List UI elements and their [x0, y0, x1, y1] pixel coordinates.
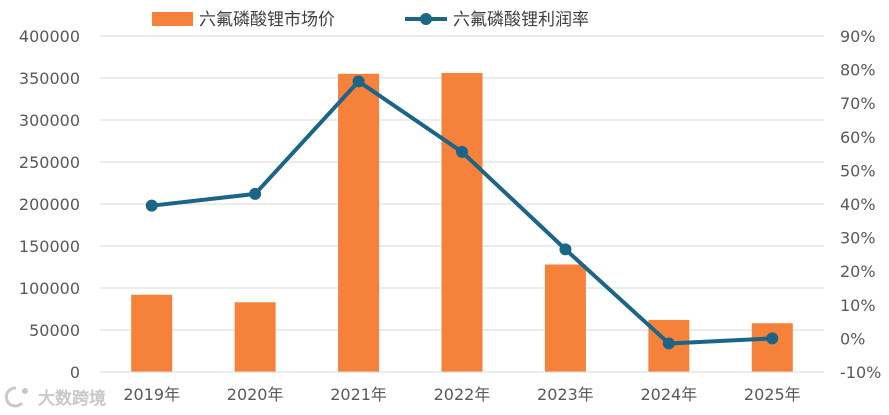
- y-right-tick-label: 30%: [840, 229, 876, 248]
- legend-swatch-bar: [152, 12, 193, 26]
- watermark-text: 大数跨境: [38, 388, 106, 409]
- x-tick-label: 2025年: [744, 385, 801, 404]
- legend: 六氟磷酸锂市场价 六氟磷酸锂利润率: [152, 10, 589, 30]
- line-point-2023年: [559, 243, 572, 256]
- x-tick-label: 2024年: [640, 385, 697, 404]
- y-right-tick-label: 20%: [840, 262, 876, 281]
- bar-2023年: [544, 264, 586, 372]
- y-right-tick-label: 50%: [840, 161, 876, 180]
- line-point-2019年: [145, 199, 158, 212]
- bar-2025年: [751, 323, 793, 372]
- y-left-tick-label: 50000: [29, 321, 80, 340]
- bar-2022年: [441, 72, 483, 373]
- line-point-2025年: [766, 332, 779, 345]
- y-left-tick-label: 350000: [19, 69, 80, 88]
- y-right-tick-label: 0%: [840, 329, 865, 348]
- bar-2021年: [338, 73, 380, 373]
- line-point-2021年: [352, 75, 365, 88]
- bar-2020年: [234, 302, 276, 372]
- bar-2019年: [131, 294, 173, 372]
- bar-series: [131, 72, 793, 373]
- y-left-tick-label: 200000: [19, 195, 80, 214]
- x-axis: 2019年 2020年 2021年 2022年 2023年 2024年 2025年: [100, 371, 824, 404]
- line-point-2022年: [456, 145, 468, 158]
- x-tick-label: 2020年: [227, 385, 284, 404]
- y-right-tick-label: 90%: [840, 27, 876, 46]
- y-axis-left: 0 50000 100000 150000 200000 250000 300000 3500…: [19, 27, 80, 382]
- watermark: 大数跨境: [4, 386, 106, 409]
- y-left-tick-label: 400000: [19, 27, 80, 46]
- x-tick-label: 2022年: [434, 385, 491, 404]
- legend-marker-line: [420, 13, 432, 25]
- y-left-tick-label: 100000: [19, 279, 80, 298]
- y-left-tick-label: 150000: [19, 237, 80, 256]
- y-left-tick-label: 300000: [19, 111, 80, 130]
- line-series: [145, 75, 779, 350]
- legend-label-bar: 六氟磷酸锂市场价: [199, 10, 335, 30]
- y-left-tick-label: 0: [70, 363, 80, 382]
- legend-label-line: 六氟磷酸锂利润率: [453, 10, 589, 30]
- line-point-2024年: [662, 337, 675, 350]
- y-left-tick-label: 250000: [19, 153, 80, 172]
- y-right-tick-label: 70%: [840, 94, 876, 113]
- brand-logo-icon: [4, 386, 28, 408]
- line-point-2020年: [249, 187, 262, 200]
- y-right-tick-label: 10%: [840, 296, 876, 315]
- y-right-tick-label: 80%: [840, 61, 876, 80]
- y-axis-right: -10% 0% 10% 20% 30% 40% 50% 60% 70% 80% 90%: [840, 27, 881, 382]
- x-tick-label: 2023年: [537, 385, 594, 404]
- y-right-tick-label: -10%: [840, 363, 881, 382]
- y-right-tick-label: 60%: [840, 128, 876, 147]
- x-tick-label: 2019年: [123, 385, 180, 404]
- x-tick-label: 2021年: [330, 385, 387, 404]
- y-right-tick-label: 40%: [840, 195, 876, 214]
